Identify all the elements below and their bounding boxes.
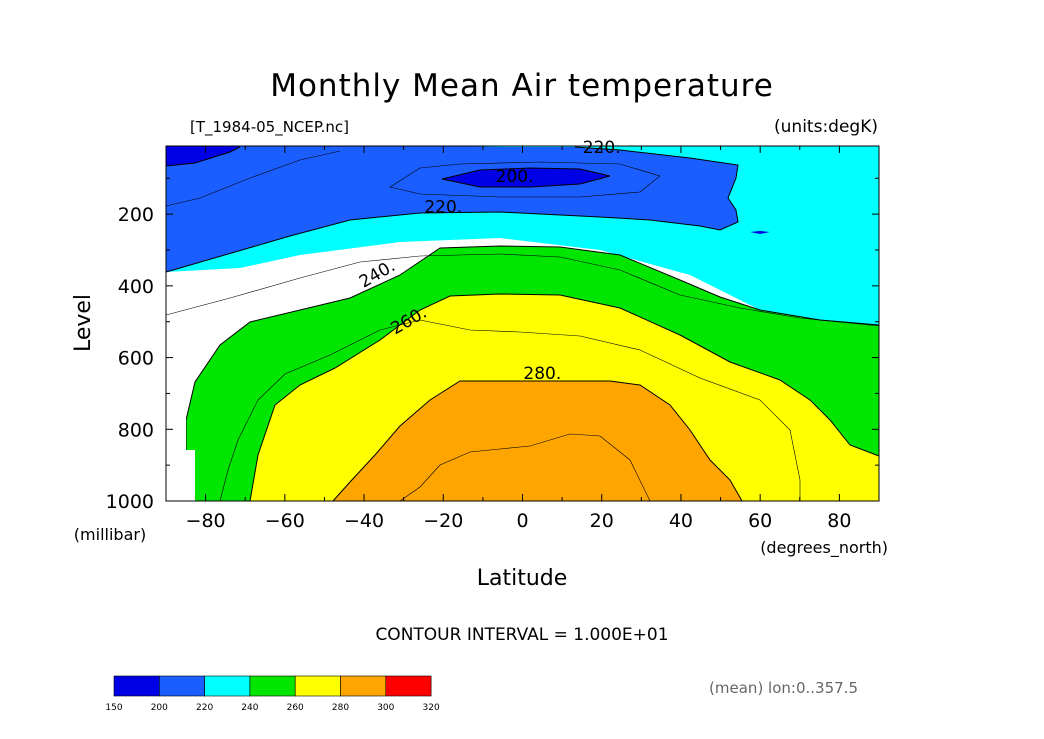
colorbar-tick-label: 320 <box>423 703 440 713</box>
contour-interval-note: CONTOUR INTERVAL = 1.000E+01 <box>375 625 668 645</box>
x-tick-label: 20 <box>590 510 614 532</box>
y-tick-label: 200 <box>118 204 154 226</box>
colorbar-swatch <box>340 675 387 697</box>
colorbar-swatch <box>385 675 432 697</box>
contour-lines-minor <box>165 150 880 502</box>
axes: −80 −60 −40 −20 0 20 40 60 80 200 400 600 800 1000 <box>106 146 880 532</box>
y-tick-label: 400 <box>118 276 154 298</box>
x-axis-title: Latitude <box>477 566 568 591</box>
y-axis-title: Level <box>71 294 96 352</box>
y-axis-unit: (millibar) <box>74 525 146 544</box>
colorbar-swatch <box>113 675 160 697</box>
colorbar-swatch <box>294 675 341 697</box>
fill-below-200-left <box>166 146 240 166</box>
fill-below-200-right <box>750 231 770 234</box>
x-tick-label: −80 <box>186 510 226 532</box>
colorbar: 150 200 220 240 260 280 300 320 <box>105 675 440 713</box>
x-tick-label: −60 <box>265 510 305 532</box>
colorbar-swatch <box>204 675 251 697</box>
plot-area: 200.220.220.240.260.280. <box>165 138 880 502</box>
colorbar-swatch <box>249 675 296 697</box>
x-tick-label: 80 <box>827 510 851 532</box>
x-tick-label: 60 <box>748 510 772 532</box>
contour-label: 280. <box>523 364 561 384</box>
contour-label: 200. <box>496 167 534 187</box>
colorbar-tick-label: 300 <box>377 703 394 713</box>
x-tick-label: −40 <box>344 510 384 532</box>
y-tick-label: 800 <box>118 419 154 441</box>
averaging-note: (mean) lon:0..357.5 <box>709 679 858 697</box>
chart-title: Monthly Mean Air temperature <box>270 68 774 104</box>
missing-data-region <box>166 358 195 501</box>
colorbar-tick-label: 220 <box>196 703 213 713</box>
colorbar-tick-label: 280 <box>332 703 349 713</box>
y-tick-label: 600 <box>118 348 154 370</box>
colorbar-tick-label: 200 <box>151 703 168 713</box>
contour-label: 220. <box>424 197 462 217</box>
contour-lines <box>165 146 880 502</box>
fill-below-200-center <box>442 168 610 187</box>
colorbar-tick-label: 240 <box>241 703 258 713</box>
units-label: (units:degK) <box>774 117 878 137</box>
y-tick-label: 1000 <box>106 491 154 513</box>
x-tick-label: −20 <box>423 510 463 532</box>
x-axis-unit: (degrees_north) <box>760 538 888 558</box>
fill-280-300 <box>333 381 742 501</box>
colorbar-swatch <box>159 675 205 697</box>
x-tick-label: 0 <box>516 510 528 532</box>
x-tick-label: 40 <box>669 510 693 532</box>
colorbar-tick-label: 150 <box>105 703 122 713</box>
colorbar-tick-label: 260 <box>287 703 304 713</box>
source-file-label: [T_1984-05_NCEP.nc] <box>190 118 349 137</box>
